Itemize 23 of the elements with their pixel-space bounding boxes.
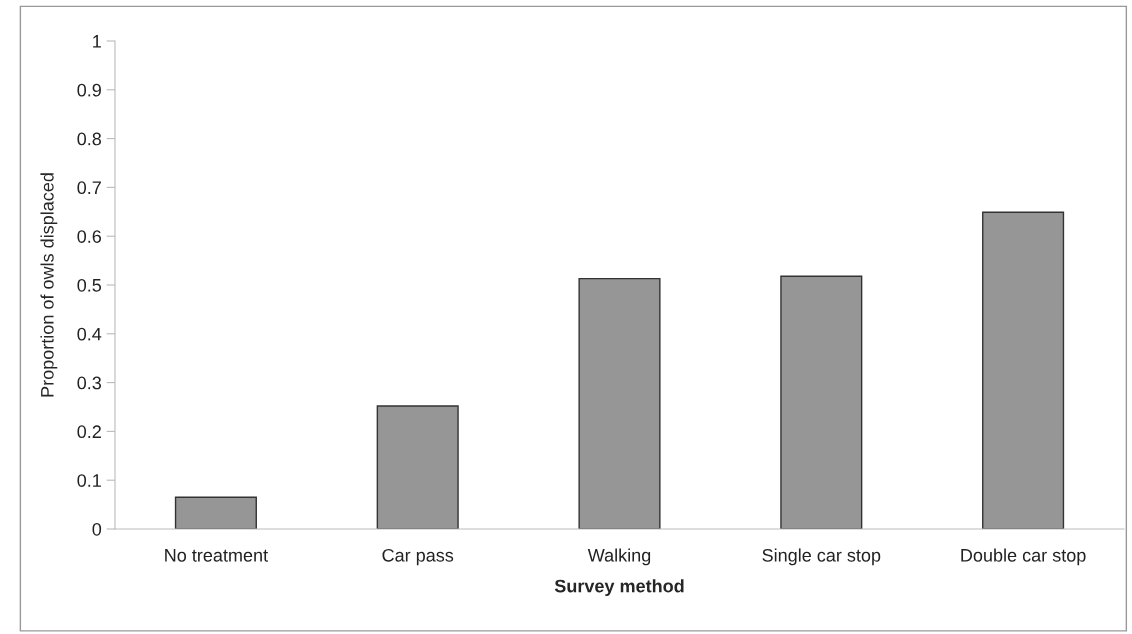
x-tick-label: Double car stop [961,548,1086,566]
bar [578,277,661,529]
y-tick-label: 0 [92,522,102,536]
x-tick-label: Car pass [382,548,454,566]
y-axis-title: Proportion of owls displaced [40,173,58,397]
y-tick-label: 0.3 [77,376,102,390]
y-tick-label: 0.2 [77,425,101,439]
bar [376,405,459,529]
x-axis-title: Survey method [554,579,684,596]
bar [982,211,1065,529]
x-tick-label: No treatment [165,549,268,562]
y-tick-label: 1 [93,35,101,48]
y-tick-label: 0.1 [77,474,101,487]
y-tick-label: 0.5 [77,278,102,292]
x-tick-label: Single car stop [762,548,881,566]
y-tick-label: 0.7 [77,181,101,195]
bar [780,275,863,529]
y-tick-label: 0.8 [77,132,102,146]
bar [174,496,257,529]
y-tick-label: 0.9 [77,83,101,97]
y-tick-label: 0.6 [77,230,102,243]
y-tick-label: 0.4 [77,327,102,341]
x-tick-label: Walking [587,548,651,566]
